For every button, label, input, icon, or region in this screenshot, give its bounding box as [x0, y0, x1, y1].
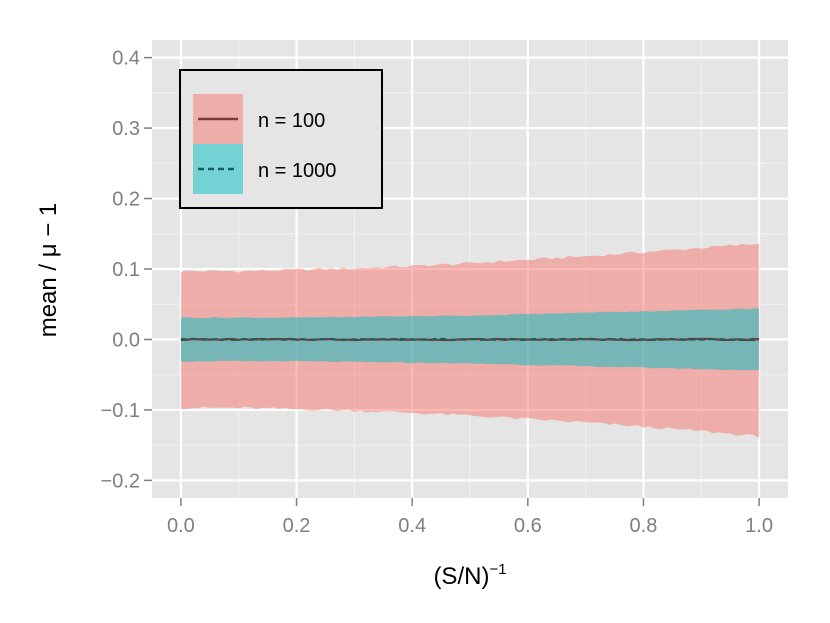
x-axis: 0.0 0.2 0.4 0.6 0.8 1.0 — [167, 498, 773, 537]
series-lines — [180, 337, 760, 342]
legend-label-n1000: n = 1000 — [258, 160, 336, 182]
mean-line-n1000 — [180, 337, 760, 342]
y-axis-title: mean / μ − 1 — [35, 203, 62, 338]
legend: n = 100 n = 1000 — [179, 69, 383, 209]
x-tick-label: 0.0 — [167, 515, 195, 537]
y-tick-label: 0.2 — [112, 189, 140, 211]
y-tick-label: 0.3 — [112, 118, 140, 140]
x-axis-title-main: (S/N) — [433, 563, 489, 590]
y-tick-label: 0.0 — [112, 329, 140, 351]
y-tick-label: 0.4 — [112, 48, 140, 70]
y-tick-label: −0.1 — [101, 400, 140, 422]
y-tick-label: −0.2 — [101, 470, 140, 492]
x-tick-label: 1.0 — [745, 515, 773, 537]
legend-label-n100: n = 100 — [258, 110, 325, 132]
x-tick-label: 0.6 — [514, 515, 542, 537]
x-tick-label: 0.8 — [630, 515, 658, 537]
y-axis: −0.2 −0.1 0.0 0.1 0.2 0.3 0.4 — [101, 48, 152, 492]
y-tick-label: 0.1 — [112, 259, 140, 281]
x-tick-label: 0.4 — [398, 515, 426, 537]
x-tick-label: 0.2 — [283, 515, 311, 537]
x-axis-title: (S/N)−1 — [433, 561, 506, 590]
x-axis-title-superscript: −1 — [489, 561, 506, 578]
